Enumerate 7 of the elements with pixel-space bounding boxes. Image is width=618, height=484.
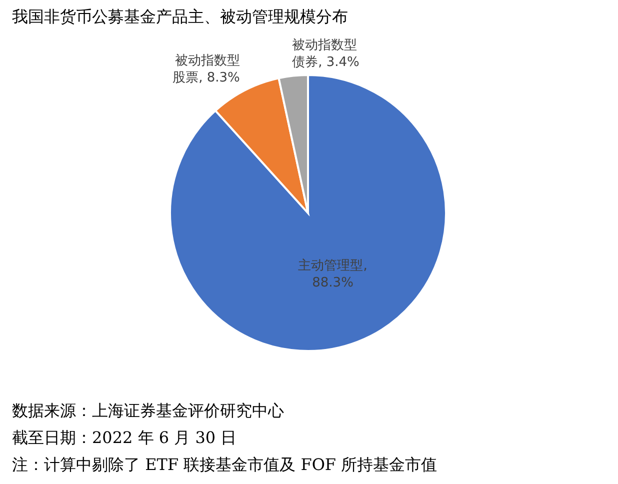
slice-label: 被动指数型股票, 8.3% (172, 53, 240, 86)
slice-label: 主动管理型, 88.3% (298, 257, 368, 290)
source-note: 数据来源：上海证券基金评价研究中心 (12, 401, 284, 420)
slice-label: 被动指数型债券, 3.4% (292, 38, 360, 70)
text: 注：计算中剔除了 ETF 联接基金市值及 FOF 所持基金市值 (12, 455, 438, 474)
text: 截至日期：2022 年 6 月 30 日 (12, 428, 237, 447)
chart-title: 我国非货币公募基金产品主、被动管理规模分布 (12, 7, 348, 26)
